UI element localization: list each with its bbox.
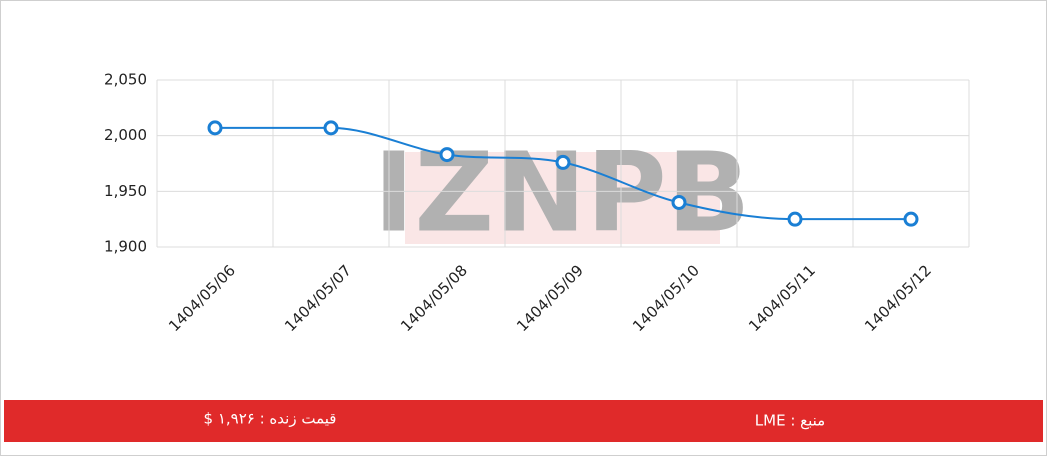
point (671, 194, 687, 210)
y-tick-label: 2,000 (104, 126, 147, 144)
point (207, 120, 223, 136)
point (439, 147, 455, 163)
watermark: IZNPB (373, 128, 750, 256)
point (787, 211, 803, 227)
y-tick-label: 2,050 (104, 71, 147, 89)
point (555, 154, 571, 170)
y-tick-label: 1,950 (104, 182, 147, 200)
footer-bar (4, 400, 1043, 442)
point (323, 120, 339, 136)
y-tick-label: 1,900 (104, 238, 147, 256)
footer-source: منبع : LME (755, 412, 825, 430)
watermark-group: IZNPB (373, 128, 750, 256)
footer-live-price: قیمت زنده : ۱,۹۲۶ $ (204, 410, 337, 428)
point (903, 211, 919, 227)
